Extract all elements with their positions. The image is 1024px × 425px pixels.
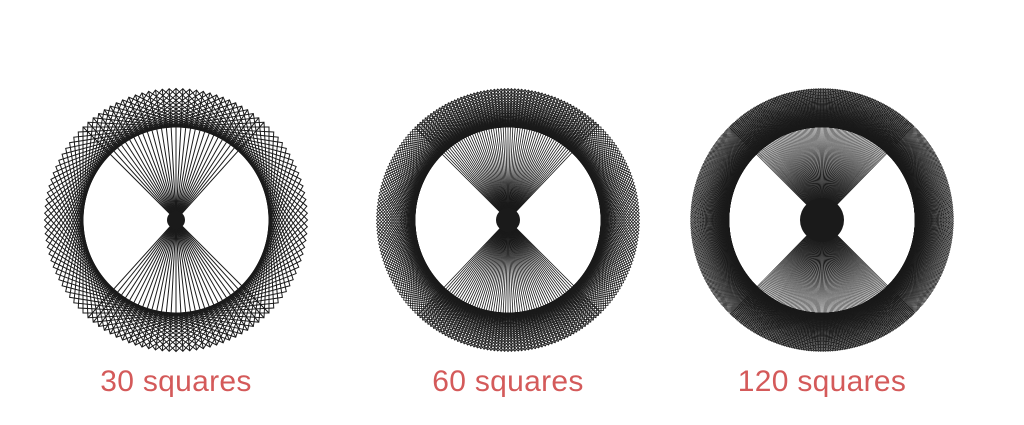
center-hub: [167, 211, 185, 229]
spirograph-drawing: [375, 87, 641, 353]
center-hub: [800, 198, 844, 242]
figure-60-squares: 60 squares: [348, 0, 668, 425]
center-hub: [496, 208, 520, 232]
figure-30-squares: 30 squares: [16, 0, 336, 425]
caption-120-squares: 120 squares: [737, 365, 907, 398]
square-outline: [727, 125, 917, 315]
square-outline: [77, 121, 275, 319]
spirograph-drawing: [43, 87, 309, 353]
figure-120-squares: 120 squares: [662, 0, 982, 425]
caption-30-squares: 30 squares: [100, 365, 252, 398]
square-outline: [412, 124, 604, 316]
spirograph-drawing: [690, 88, 954, 352]
caption-60-squares: 60 squares: [432, 365, 584, 398]
